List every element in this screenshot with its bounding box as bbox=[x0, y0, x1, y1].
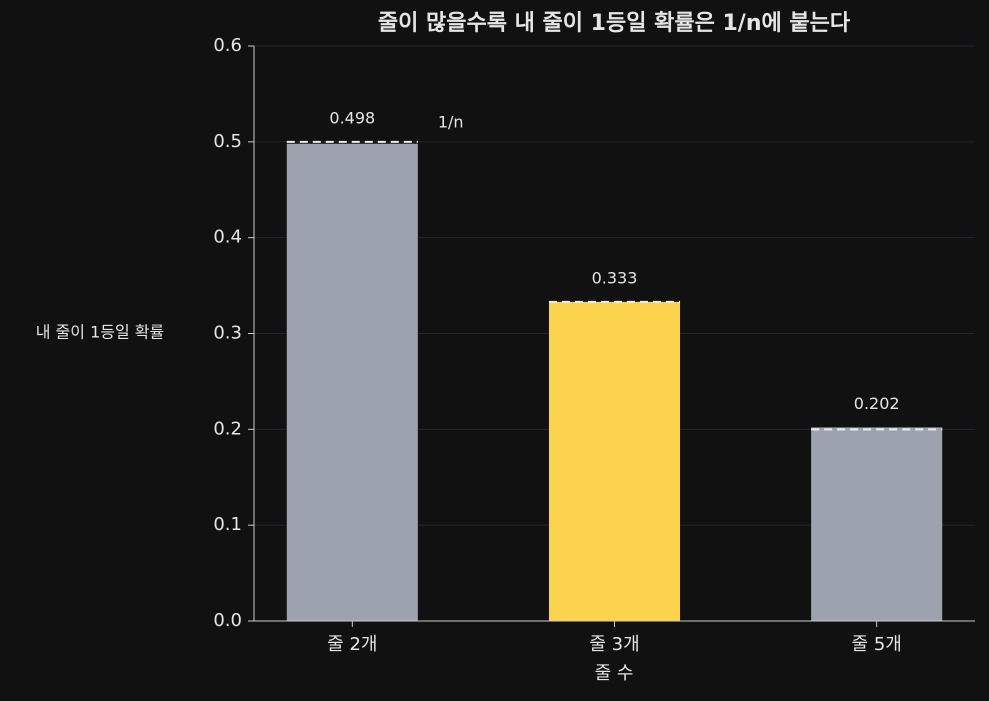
x-tick-label: 줄 5개 bbox=[852, 634, 902, 655]
value-label: 0.202 bbox=[854, 394, 900, 413]
reference-label: 1/n bbox=[438, 112, 464, 131]
chart-title: 줄이 많을수록 내 줄이 1등일 확률은 1/n에 붙는다 bbox=[378, 11, 851, 36]
y-tick-label: 0.6 bbox=[213, 35, 242, 56]
value-label: 0.498 bbox=[329, 108, 375, 127]
y-axis-label: 내 줄이 1등일 확률 bbox=[36, 323, 164, 342]
x-tick-label: 줄 2개 bbox=[327, 634, 377, 655]
value-label: 0.333 bbox=[592, 268, 638, 287]
y-tick-label: 0.0 bbox=[213, 610, 242, 631]
y-tick-label: 0.2 bbox=[213, 418, 242, 439]
x-axis-label: 줄 수 bbox=[595, 663, 634, 684]
bar bbox=[548, 301, 681, 621]
bar bbox=[286, 143, 418, 621]
y-tick-label: 0.3 bbox=[213, 323, 242, 344]
y-tick-label: 0.4 bbox=[213, 227, 242, 248]
bar bbox=[811, 427, 943, 621]
y-tick-label: 0.1 bbox=[213, 514, 242, 535]
y-tick-label: 0.5 bbox=[213, 131, 242, 152]
x-tick-label: 줄 3개 bbox=[589, 634, 639, 655]
